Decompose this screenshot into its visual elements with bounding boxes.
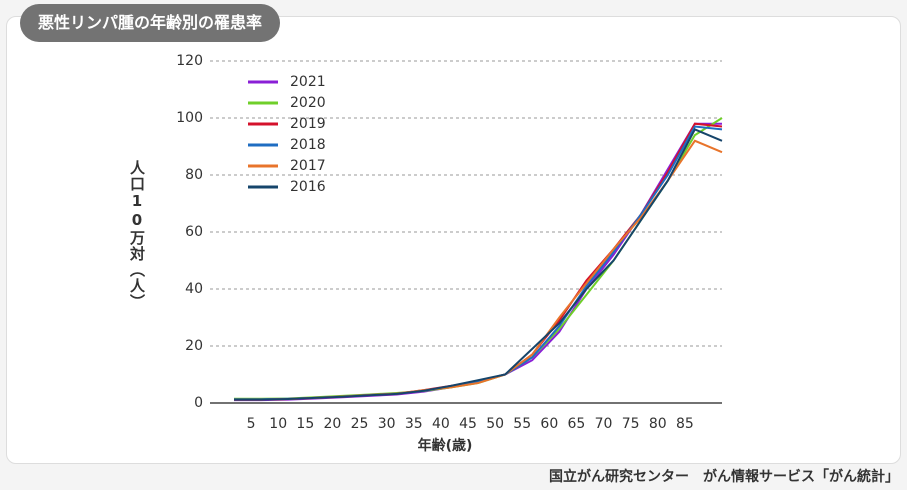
x-tick-label: 15	[296, 416, 314, 432]
legend-label: 2017	[290, 158, 326, 174]
x-tick-label: 10	[269, 416, 287, 432]
x-axis-label: 年齢(歳)	[418, 437, 473, 454]
x-tick-label: 45	[459, 416, 477, 432]
x-tick-label: 55	[513, 416, 531, 432]
x-tick-label: 50	[486, 416, 504, 432]
y-tick-label: 120	[176, 53, 203, 69]
x-tick-label: 20	[324, 416, 342, 432]
y-tick-label: 100	[176, 110, 203, 126]
x-tick-label: 85	[676, 416, 694, 432]
y-tick-label: 80	[185, 167, 203, 183]
x-tick-label: 80	[649, 416, 667, 432]
y-tick-label: 60	[185, 224, 203, 240]
y-tick-label: 40	[185, 281, 203, 297]
legend-label: 2019	[290, 116, 326, 132]
x-tick-label: 40	[432, 416, 450, 432]
x-tick-label: 5	[247, 416, 256, 432]
source: 国立がん研究センター がん情報サービス「がん統計」	[549, 469, 899, 485]
x-tick-label: 35	[405, 416, 423, 432]
legend-label: 2018	[290, 137, 326, 153]
legend-label: 2016	[290, 179, 326, 195]
y-tick-label: 20	[185, 338, 203, 354]
x-tick-label: 65	[568, 416, 586, 432]
x-tick-label: 75	[622, 416, 640, 432]
x-tick-label: 25	[351, 416, 369, 432]
series-line	[234, 128, 723, 401]
x-tick-label: 30	[378, 416, 396, 432]
chart-card	[6, 16, 901, 464]
y-tick-label: 0	[194, 395, 203, 411]
legend-label: 2021	[290, 74, 326, 90]
y-axis-label: 人口10万対（人）	[128, 160, 146, 310]
legend-label: 2020	[290, 95, 326, 111]
x-tick-label: 60	[540, 416, 558, 432]
chart-title: 悪性リンパ腫の年齢別の罹患率	[20, 4, 281, 42]
x-tick-label: 70	[595, 416, 613, 432]
